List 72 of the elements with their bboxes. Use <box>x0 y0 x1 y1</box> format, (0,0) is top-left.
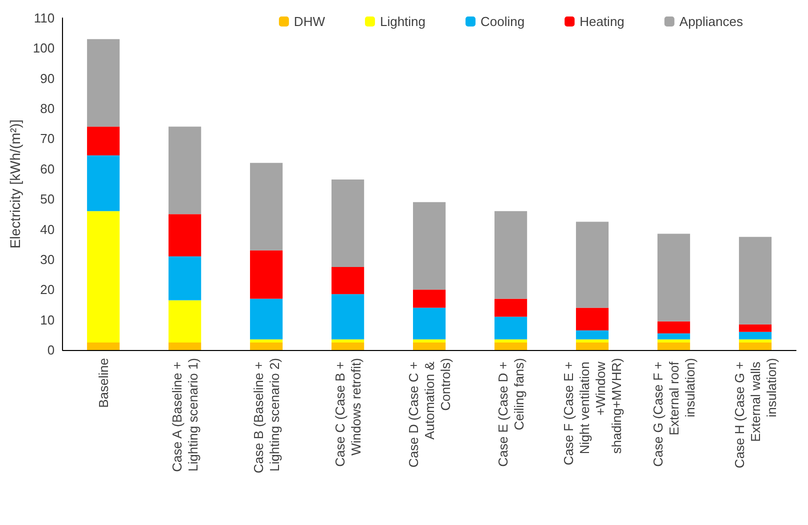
bar <box>87 342 120 350</box>
bar <box>250 342 283 350</box>
bar <box>494 339 528 342</box>
bar <box>738 342 772 350</box>
y-tick-label: 100 <box>32 40 55 56</box>
bar <box>168 214 202 256</box>
bar <box>87 39 120 127</box>
y-tick-label: 110 <box>34 10 55 26</box>
bar <box>332 267 364 294</box>
bar <box>412 339 446 342</box>
bar <box>738 324 772 332</box>
bar <box>250 162 283 250</box>
bar <box>87 126 120 156</box>
y-tick-label: 40 <box>40 222 55 237</box>
bar <box>250 250 283 299</box>
bar <box>738 339 772 342</box>
legend-label: Heating <box>580 14 624 29</box>
x-tick-label: Baseline <box>96 358 111 408</box>
bar <box>657 342 690 350</box>
x-tick-label: Case D (Case C + Automation & Controls) <box>406 358 453 468</box>
y-tick-label: 20 <box>40 282 55 298</box>
y-tick-label: 50 <box>40 192 55 207</box>
bar <box>250 339 283 342</box>
y-tick-label: 60 <box>40 161 55 176</box>
bar <box>332 342 364 350</box>
y-tick-label: 80 <box>40 101 55 116</box>
y-tick-label: 90 <box>40 70 55 86</box>
x-tick-label: Case A (Baseline + Lighting scenario 1) <box>169 358 200 472</box>
bar <box>168 300 202 342</box>
bar <box>738 332 772 340</box>
bar <box>657 339 690 342</box>
bar <box>494 316 528 340</box>
x-tick-label: Case C (Case B + Windows retrofit) <box>332 358 364 467</box>
legend-label: Cooling <box>480 14 525 29</box>
bar <box>494 211 528 299</box>
bar <box>738 236 772 324</box>
y-tick-label: 10 <box>40 312 55 328</box>
bar <box>657 333 690 340</box>
bar <box>412 342 446 350</box>
bar <box>332 339 364 342</box>
bar <box>412 290 446 308</box>
bar <box>576 339 609 342</box>
bar <box>576 222 609 308</box>
bar <box>332 179 364 267</box>
legend-label: DHW <box>294 14 326 29</box>
bar <box>657 321 690 334</box>
bar <box>168 126 202 214</box>
bar <box>412 308 446 340</box>
bar <box>494 298 528 317</box>
legend-label: Appliances <box>679 14 744 29</box>
bar <box>332 294 364 340</box>
bar <box>250 298 283 340</box>
bar <box>576 308 609 330</box>
legend-label: Lighting <box>380 14 426 29</box>
y-tick-label: 30 <box>40 252 55 267</box>
x-tick-label: Case E (Case D + Ceiling fans) <box>495 358 526 467</box>
bar <box>576 330 609 340</box>
bar <box>412 202 446 290</box>
x-tick-label: Case F (Case E + Night ventilation +Window shading+MVHR) <box>560 358 624 466</box>
bar <box>494 342 528 350</box>
x-tick-label: Case H (Case G + External walls insulation) <box>732 358 779 468</box>
bar <box>168 256 202 300</box>
y-tick-label: 70 <box>40 131 55 146</box>
bar <box>87 155 120 212</box>
x-tick-label: Case G (Case F + External roof insulation) <box>650 358 698 467</box>
y-axis-title: Electricity [kWh/(m²)] <box>7 119 23 249</box>
bar <box>657 234 690 322</box>
x-tick-label: Case B (Baseline + Lighting scenario 2) <box>250 358 282 474</box>
y-tick-label: 0 <box>47 342 55 358</box>
bar <box>87 211 120 342</box>
bar <box>576 342 609 350</box>
bar <box>168 342 202 350</box>
